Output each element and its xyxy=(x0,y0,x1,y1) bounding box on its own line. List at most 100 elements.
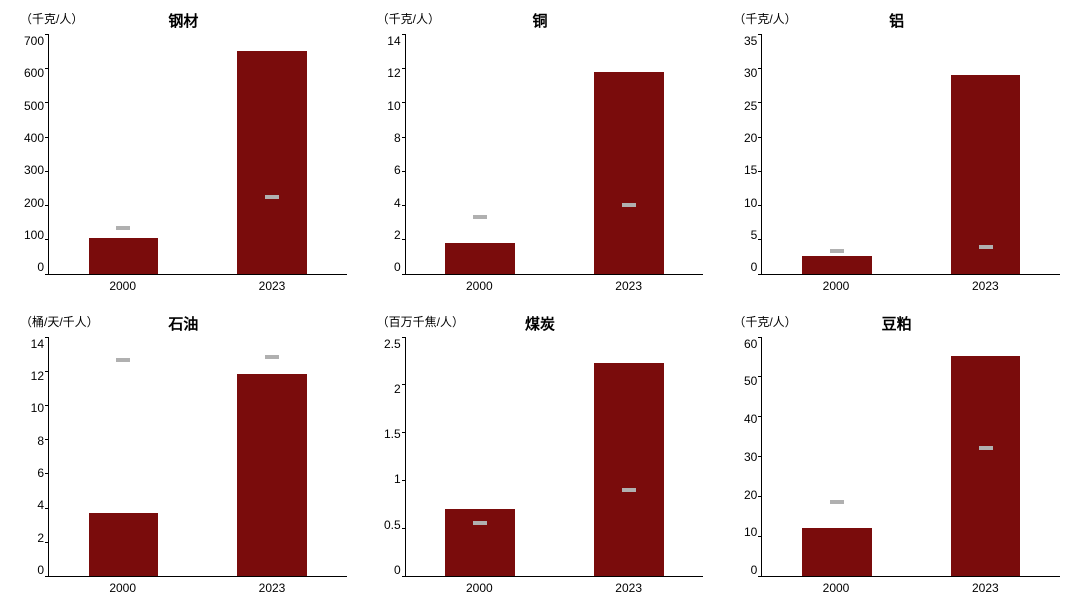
y-tick-mark xyxy=(45,576,49,577)
plot-area xyxy=(405,34,704,275)
y-tick-label: 0.5 xyxy=(384,518,401,532)
plot-area xyxy=(48,337,347,578)
bar-column xyxy=(219,34,326,274)
x-tick-label: 2000 xyxy=(426,279,534,293)
y-tick-label: 6 xyxy=(37,466,44,480)
y-tick-label: 4 xyxy=(394,196,401,210)
panel-title: 铝 xyxy=(889,10,904,31)
marker xyxy=(265,195,279,199)
x-axis: 2000 2023 xyxy=(761,581,1060,595)
y-tick-label: 20 xyxy=(744,131,757,145)
marker xyxy=(979,245,993,249)
bar xyxy=(951,356,1021,576)
x-axis: 2000 2023 xyxy=(405,581,704,595)
plot-area xyxy=(761,337,1060,578)
y-unit-label: （桶/天/千人） xyxy=(20,313,99,330)
bar xyxy=(237,51,307,273)
y-tick-label: 2 xyxy=(394,382,401,396)
bar xyxy=(89,238,159,274)
bar xyxy=(89,513,159,576)
y-tick-label: 0 xyxy=(751,260,758,274)
panel-title: 钢材 xyxy=(168,10,198,31)
x-tick-label: 2023 xyxy=(575,581,683,595)
y-tick-label: 2 xyxy=(394,228,401,242)
bar xyxy=(237,374,307,576)
y-tick-label: 60 xyxy=(744,337,757,351)
x-tick-label: 2000 xyxy=(69,279,177,293)
x-tick-label: 2000 xyxy=(426,581,534,595)
x-tick-label: 2023 xyxy=(932,581,1040,595)
y-tick-label: 35 xyxy=(744,34,757,48)
x-tick-label: 2000 xyxy=(69,581,177,595)
marker xyxy=(473,521,487,525)
marker xyxy=(116,358,130,362)
y-tick-label: 0 xyxy=(394,260,401,274)
y-axis: 35 30 25 20 15 10 5 0 xyxy=(733,34,761,275)
y-tick-label: 2 xyxy=(37,531,44,545)
y-tick-label: 5 xyxy=(751,228,758,242)
bar-column xyxy=(70,34,177,274)
bar-column xyxy=(70,337,177,577)
bar xyxy=(445,509,515,576)
y-tick-label: 30 xyxy=(744,66,757,80)
y-tick-label: 30 xyxy=(744,450,757,464)
x-axis: 2000 2023 xyxy=(48,279,347,293)
x-tick-label: 2023 xyxy=(218,581,326,595)
bar-column xyxy=(783,337,890,577)
bar-column xyxy=(426,337,533,577)
y-tick-label: 1.5 xyxy=(384,427,401,441)
y-tick-label: 700 xyxy=(24,34,44,48)
y-tick-mark xyxy=(758,576,762,577)
x-axis: 20002023 xyxy=(761,279,1060,293)
y-tick-label: 0 xyxy=(394,563,401,577)
chart-grid: （千克/人）钢材700600500400300200100020002023（千… xyxy=(20,10,1060,595)
y-unit-label: （千克/人） xyxy=(733,10,796,27)
y-tick-label: 10 xyxy=(744,525,757,539)
bar xyxy=(594,363,664,576)
y-unit-label: （千克/人） xyxy=(377,10,440,27)
y-axis: 6050403020100 xyxy=(733,337,761,578)
panel-title: 煤炭 xyxy=(525,313,555,334)
bar xyxy=(951,75,1021,273)
y-tick-label: 0 xyxy=(751,563,758,577)
y-tick-label: 12 xyxy=(31,369,44,383)
y-tick-label: 100 xyxy=(24,228,44,242)
y-tick-label: 500 xyxy=(24,99,44,113)
y-tick-label: 1 xyxy=(394,472,401,486)
bar-column xyxy=(575,337,682,577)
panel-title: 铜 xyxy=(532,10,547,31)
y-tick-label: 8 xyxy=(37,434,44,448)
plot-area xyxy=(48,34,347,275)
panel-oil: （桶/天/千人）石油1412108642020002023 xyxy=(20,313,347,596)
bar-column xyxy=(932,337,1039,577)
plot-area xyxy=(405,337,704,578)
bar-column xyxy=(783,34,890,274)
y-tick-mark xyxy=(402,576,406,577)
marker xyxy=(830,249,844,253)
marker xyxy=(116,226,130,230)
x-tick-label: 2000 xyxy=(782,581,890,595)
panel-copper: （千克/人）铜1412108642020002023 xyxy=(377,10,704,293)
x-tick-label: 2023 xyxy=(575,279,683,293)
marker xyxy=(979,446,993,450)
panel-coal: （百万千焦/人）煤炭2.521.510.5020002023 xyxy=(377,313,704,596)
bar-column xyxy=(575,34,682,274)
y-tick-label: 15 xyxy=(744,163,757,177)
y-tick-label: 10 xyxy=(744,196,757,210)
bar xyxy=(802,256,872,274)
marker xyxy=(622,488,636,492)
y-tick-label: 2.5 xyxy=(384,337,401,351)
x-axis: 2000 2023 xyxy=(405,279,704,293)
y-tick-label: 8 xyxy=(394,131,401,145)
marker xyxy=(830,500,844,504)
y-axis: 14121086420 xyxy=(377,34,405,275)
y-tick-label: 12 xyxy=(387,66,400,80)
y-tick-label: 25 xyxy=(744,99,757,113)
bar-column xyxy=(426,34,533,274)
x-tick-label: 2023 xyxy=(218,279,326,293)
bar-column xyxy=(932,34,1039,274)
marker xyxy=(265,355,279,359)
panel-aluminum: （千克/人） 铝 35 30 25 20 15 10 5 020002023 xyxy=(733,10,1060,293)
y-axis: 14121086420 xyxy=(20,337,48,578)
y-axis: 7006005004003002001000 xyxy=(20,34,48,275)
